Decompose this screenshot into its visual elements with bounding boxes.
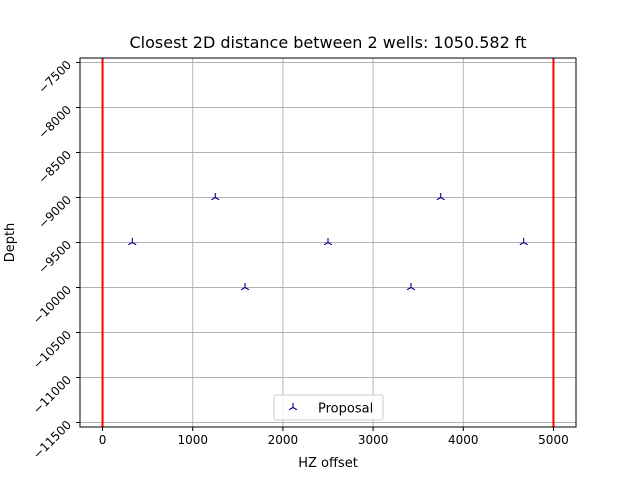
x-tick-label: 4000 <box>448 433 479 447</box>
chart-title: Closest 2D distance between 2 wells: 105… <box>130 33 527 52</box>
data-points <box>128 193 528 291</box>
y-tick-label: −9500 <box>36 238 75 277</box>
y-tick-label: −10500 <box>30 328 74 372</box>
y-tick-label: −8000 <box>36 103 75 142</box>
legend: Proposal <box>273 394 384 421</box>
data-point <box>240 283 250 291</box>
y-tick-label: −11000 <box>30 373 74 417</box>
legend-label-proposal: Proposal <box>318 402 373 417</box>
y-tick-label: −10000 <box>30 283 74 327</box>
y-tick-label: −11500 <box>30 418 74 462</box>
x-tick-label: 1000 <box>177 433 208 447</box>
x-tick-label: 3000 <box>358 433 389 447</box>
data-point <box>436 193 445 201</box>
data-point <box>128 238 137 246</box>
data-point <box>211 193 220 201</box>
data-point <box>519 238 528 246</box>
vertical-lines <box>101 58 555 427</box>
y-axis-label: Depth <box>3 223 18 263</box>
data-point <box>323 238 333 246</box>
x-tick-label: 0 <box>99 433 107 447</box>
x-tick-label: 5000 <box>538 433 569 447</box>
y-tick-label: −8500 <box>36 148 75 187</box>
y-tick-label: −7500 <box>36 58 75 97</box>
y-tick-label: −9000 <box>36 193 75 232</box>
legend-marker-proposal <box>288 403 298 411</box>
legend-box <box>273 394 384 421</box>
x-tick-label: 2000 <box>268 433 299 447</box>
x-axis-label: HZ offset <box>298 456 358 471</box>
data-point <box>406 283 416 291</box>
legend-marker <box>288 403 298 411</box>
